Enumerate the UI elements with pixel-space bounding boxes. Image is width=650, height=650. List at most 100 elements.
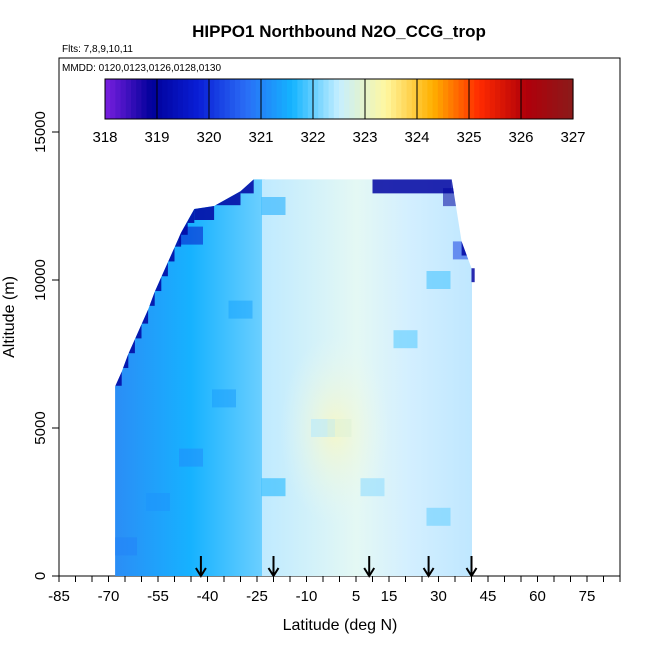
y-tick-label: 0 [32,572,49,580]
colorbar-segment [521,79,527,119]
y-tick-label: 15000 [32,111,49,153]
colorbar-segment [302,79,309,119]
rim-cell-12 [194,206,215,220]
colorbar-tick-label: 319 [144,129,169,146]
colorbar-segment [344,79,350,119]
field-cell-2 [179,448,203,467]
colorbar-segment [162,79,168,119]
colorbar-segment [333,79,340,119]
colorbar-segment [193,79,200,119]
colorbar-segment [432,79,439,119]
colorbar-segment [448,79,454,119]
colorbar-tick-label: 320 [196,129,221,146]
colorbar-segment [167,79,174,119]
rim-cell-4 [141,309,149,324]
colorbar-segment [536,79,543,119]
colorbar-tick-label: 326 [508,129,533,146]
colorbar-segment [391,79,397,119]
colorbar-tick-label: 318 [92,129,117,146]
colorbar-segment [177,79,184,119]
x-tick-label: -40 [197,588,219,605]
mmdd-annotation: MMDD: 0120,0123,0126,0128,0130 [62,63,221,74]
x-tick-label: 5 [352,588,360,605]
colorbar-segment [219,79,226,119]
colorbar-segment [515,79,522,119]
colorbar-segment [151,79,158,119]
colorbar-segment [479,79,486,119]
colorbar-segment [224,79,231,119]
colorbar-segment [552,79,558,119]
x-tick-label: 75 [579,588,596,605]
x-tick-label: -70 [98,588,120,605]
rim-cell-18 [461,241,472,256]
colorbar-segment [489,79,496,119]
x-tick-label: 45 [480,588,497,605]
colorbar-segment [406,79,413,119]
colorbar-segment [297,79,304,119]
x-tick-label: -10 [296,588,318,605]
colorbar-segment [541,79,548,119]
colorbar-segment [396,79,402,119]
colorbar-segment [443,79,449,119]
colorbar-segment [526,79,532,119]
colorbar-tick-label: 324 [404,129,429,146]
x-tick-label: -85 [48,588,70,605]
colorbar-segment [172,79,179,119]
colorbar-segment [198,79,205,119]
field-cell-9 [327,419,352,437]
flight-markers [195,556,478,578]
colorbar-segment [125,79,132,119]
field-cell-4 [228,300,253,319]
colorbar-segment [349,79,356,119]
y-tick-label: 10000 [32,259,49,301]
flight-marker-head-4 [465,567,478,578]
rim-cell-2 [128,339,135,354]
x-tick-label: 15 [381,588,398,605]
colorbar-segment [370,79,376,119]
field-cell-12 [426,271,451,289]
colorbar-segment [510,79,517,119]
colorbar-segment [115,79,122,119]
colorbar-segment [266,79,272,119]
colorbar-segment [339,79,345,119]
colorbar-tick-label: 323 [352,129,377,146]
colorbar-tick-label: 321 [248,129,273,146]
field-cell-10 [360,478,385,497]
colorbar-segment [105,79,111,119]
colorbar-segment [110,79,116,119]
rim-cell-3 [134,324,142,339]
x-tick-label: 60 [529,588,546,605]
colorbar-segment [380,79,387,119]
colorbar-segment [240,79,246,119]
rim-cell-5 [148,291,155,306]
field-cell-1 [146,493,170,511]
rim-cell-8 [167,247,175,262]
x-tick-label: -25 [246,588,268,605]
colorbar-segment [328,79,335,119]
colorbar-segment [422,79,428,119]
colorbar-segment [245,79,252,119]
field-cell-11 [393,330,418,349]
colorbar-segment [458,79,465,119]
flight-marker-head-2 [363,567,376,578]
field-cell-5 [179,226,203,245]
colorbar-segment [359,79,366,119]
colorbar-segment [318,79,324,119]
field-cell-13 [426,507,451,526]
colorbar-segment [375,79,382,119]
field-cell-6 [261,197,286,215]
colorbar-segment [547,79,553,119]
chart-title: HIPPO1 Northbound N2O_CCG_trop [192,22,486,41]
field-cell-3 [212,389,236,408]
colorbar-segment [323,79,330,119]
rim-cell-17 [451,179,462,194]
colorbar-segment [354,79,361,119]
colorbar-segment [562,79,569,119]
heatmap-field [115,179,475,577]
flights-annotation: Flts: 7,8,9,10,11 [62,44,133,55]
colorbar-segment [313,79,319,119]
x-tick-label: -55 [147,588,169,605]
field-cell-7 [261,478,286,497]
colorbar-segment [401,79,408,119]
